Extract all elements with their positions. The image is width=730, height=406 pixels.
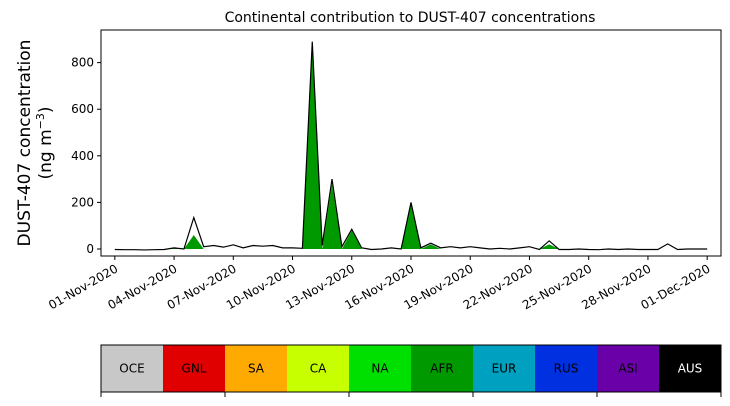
colorbar-label: AUS bbox=[678, 362, 703, 376]
colorbar-label: EUR bbox=[492, 362, 517, 376]
colorbar-label: RUS bbox=[554, 362, 579, 376]
colorbar-label: GNL bbox=[182, 362, 207, 376]
colorbar-cell-aus bbox=[659, 345, 722, 392]
axes: 020040060080001-Nov-202004-Nov-202007-No… bbox=[46, 29, 722, 312]
y-tick-label: 800 bbox=[71, 56, 94, 70]
chart-title: Continental contribution to DUST-407 con… bbox=[225, 10, 596, 26]
colorbar-cell-oce bbox=[101, 345, 164, 392]
colorbar-cell-rus bbox=[535, 345, 598, 392]
colorbar-cell-sa bbox=[225, 345, 288, 392]
y-tick-label: 600 bbox=[71, 102, 94, 116]
colorbar-cell-asi bbox=[597, 345, 660, 392]
y-tick-label: 0 bbox=[86, 242, 94, 256]
colorbar-frame bbox=[100, 344, 722, 393]
continent-colorbar: OCE GNL SA CA NA AFR EUR RUS ASI AUS bbox=[100, 344, 722, 397]
y-axis-label: DUST-407 concentration (ng m−3) bbox=[15, 40, 56, 247]
colorbar-label: AFR bbox=[430, 362, 453, 376]
area-afr bbox=[114, 41, 708, 250]
colorbar-label: NA bbox=[371, 362, 389, 376]
total-line bbox=[114, 41, 708, 251]
y-tick-label: 200 bbox=[71, 195, 94, 209]
y-axis-label-line2: (ng m−3) bbox=[34, 106, 56, 179]
colorbar-cell-ca bbox=[287, 345, 350, 392]
y-tick-label: 400 bbox=[71, 149, 94, 163]
colorbar-cell-afr bbox=[411, 345, 474, 392]
colorbar-label: OCE bbox=[119, 362, 144, 376]
y-axis-label-line1: DUST-407 concentration bbox=[15, 40, 35, 247]
colorbar-label: SA bbox=[248, 362, 265, 376]
colorbar-label: CA bbox=[310, 362, 327, 376]
plot-area bbox=[114, 41, 708, 251]
colorbar-label: ASI bbox=[618, 362, 637, 376]
colorbar-cell-eur bbox=[473, 345, 536, 392]
colorbar-cell-na bbox=[349, 345, 412, 392]
colorbar-cell-gnl bbox=[163, 345, 226, 392]
